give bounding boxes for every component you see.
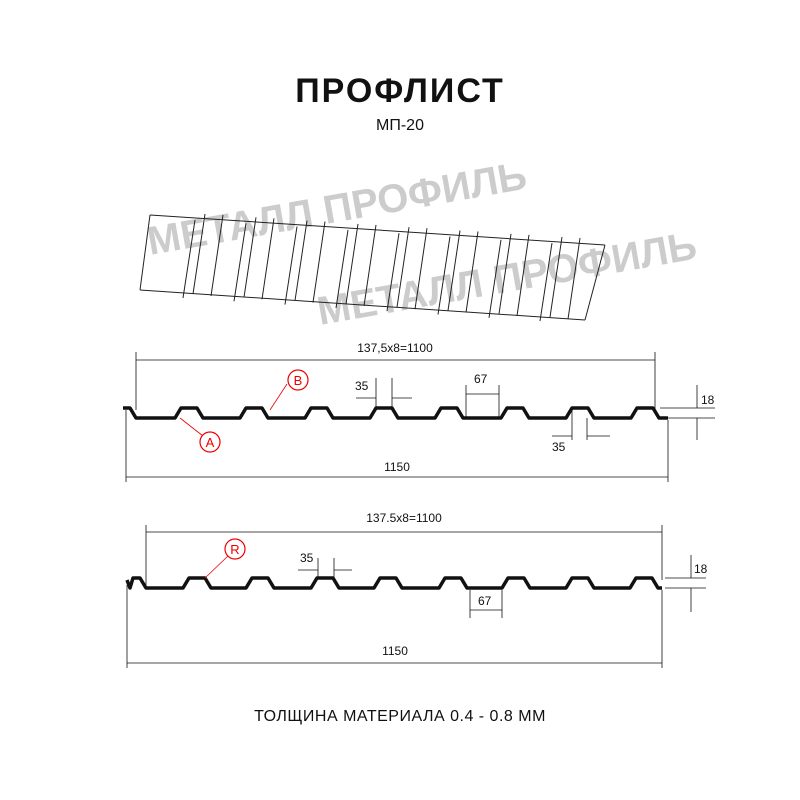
sheet-line	[498, 233, 512, 314]
marker-b: B	[294, 373, 303, 388]
sheet-line	[386, 233, 400, 312]
profile-1-line	[123, 406, 668, 420]
sheet-line	[447, 230, 461, 311]
profile-1-height: 18	[701, 393, 715, 407]
sheet-line	[488, 239, 502, 318]
sheet-line	[192, 213, 206, 295]
sheet-line	[182, 219, 196, 299]
sheet-line	[149, 214, 606, 246]
sheet-line	[139, 289, 586, 321]
marker-r: R	[230, 542, 239, 557]
sheet-3d-view	[139, 213, 606, 322]
profile-1-width-label: 1150	[384, 460, 410, 474]
page-subtitle: МП-20	[376, 117, 424, 134]
sheet-line	[312, 221, 326, 303]
sheet-line	[584, 244, 606, 321]
sheet-line	[414, 228, 428, 310]
sheet-line	[549, 237, 563, 318]
sheet-line	[294, 220, 308, 301]
sheet-line	[516, 234, 530, 316]
sheet-line	[243, 217, 257, 298]
marker-b-circle	[287, 369, 309, 391]
sheet-line	[335, 229, 349, 308]
profile-2-pitch-label: 137.5x8=1100	[366, 511, 442, 525]
sheet-line	[345, 223, 359, 304]
profile-2: 137.5x8=1100 1150 35 67 18 R	[125, 511, 708, 668]
sheet-line	[437, 236, 451, 315]
sheet-line	[210, 214, 224, 297]
profile-1-bottom-width: 35	[552, 440, 566, 454]
sheet-line	[363, 224, 377, 306]
profile-1-top-width: 35	[355, 379, 369, 393]
marker-a-circle	[199, 431, 221, 453]
profile-1-pitch-label: 137,5x8=1100	[357, 341, 433, 355]
sheet-line	[396, 227, 410, 308]
sheet-line	[261, 218, 275, 300]
sheet-line	[465, 231, 479, 313]
page-title: ПРОФЛИСТ	[295, 72, 505, 110]
watermark-1: МЕТАЛЛ ПРОФИЛЬ	[314, 224, 700, 334]
watermark-2: МЕТАЛЛ ПРОФИЛЬ	[144, 154, 530, 264]
profile-2-height: 18	[694, 562, 708, 576]
profile-2-width-label: 1150	[382, 644, 408, 658]
marker-a: A	[206, 435, 215, 450]
profile-2-top-width: 35	[300, 551, 314, 565]
profile-1-valley-width: 67	[474, 372, 488, 386]
profile-2-line	[125, 576, 662, 590]
profile-1: 137,5x8=1100 1150 35 67 35 18 B A	[123, 341, 715, 482]
sheet-line	[567, 238, 581, 320]
material-thickness: ТОЛЩИНА МАТЕРИАЛА 0.4 - 0.8 ММ	[254, 708, 546, 725]
profile-2-valley-width: 67	[478, 594, 492, 608]
marker-r-circle	[224, 538, 246, 560]
sheet-line	[539, 243, 553, 322]
sheet-line	[233, 223, 247, 302]
sheet-line	[139, 214, 151, 291]
sheet-line	[284, 226, 298, 305]
